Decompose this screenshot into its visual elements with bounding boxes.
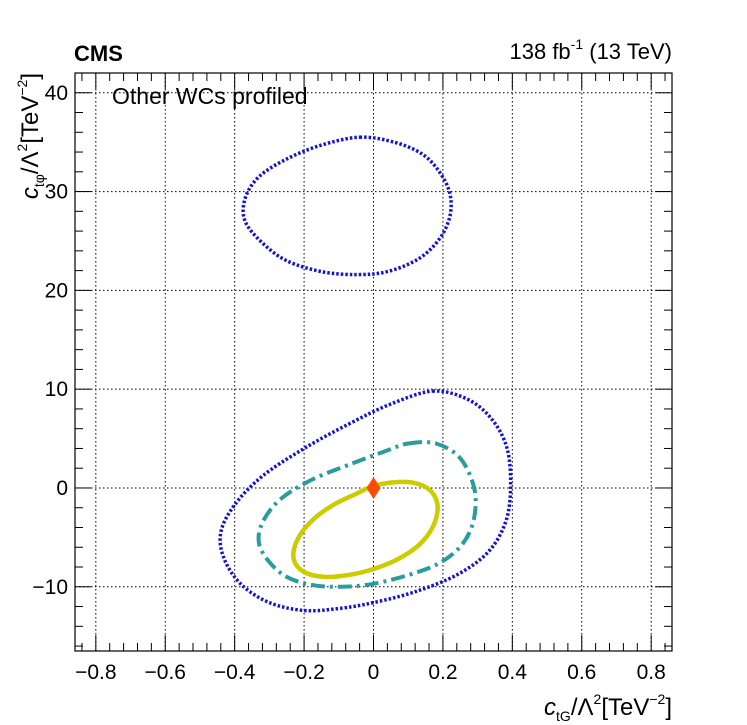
x-tick-label: 0.4 xyxy=(498,661,528,684)
luminosity-label: 138 fb-1 (13 TeV) xyxy=(510,36,673,64)
y-tick-label: 10 xyxy=(45,378,68,401)
experiment-label: CMS xyxy=(74,41,123,66)
luminosity-exponent: -1 xyxy=(571,36,584,52)
energy-label: (13 TeV) xyxy=(589,39,672,64)
axis-tick-labels: −0.8 −0.6 −0.4 −0.2 0 0.2 0.4 0.6 0.8 −10 0 10 20 30 4… xyxy=(32,82,665,684)
x-tick-label: 0.2 xyxy=(428,661,457,684)
y-tick-label: 30 xyxy=(45,181,68,204)
best-fit-layer xyxy=(366,476,381,499)
x-tick-label: −0.4 xyxy=(214,661,256,684)
x-tick-label: 0 xyxy=(368,661,380,684)
x-tick-label: −0.6 xyxy=(145,661,186,684)
profiled-annotation: Other WCs profiled xyxy=(112,83,308,109)
x-tick-label: 0.8 xyxy=(637,661,666,684)
x-tick-label: 0.6 xyxy=(567,661,596,684)
contours xyxy=(218,135,513,613)
y-tick-label: −10 xyxy=(32,576,68,599)
y-tick-label: 0 xyxy=(56,477,68,500)
y-axis-label: ctφ/Λ2[TeV−2] xyxy=(14,73,47,199)
best-fit-marker xyxy=(366,476,381,499)
axis-ticks xyxy=(75,72,672,651)
x-tick-label: −0.8 xyxy=(75,661,116,684)
x-tick-label: −0.2 xyxy=(283,661,324,684)
luminosity-value: 138 fb xyxy=(510,39,571,64)
contour-3 xyxy=(241,135,453,277)
contour-1 xyxy=(256,440,478,589)
x-axis-label: ctG/Λ2[TeV−2] xyxy=(544,691,672,724)
contour-2 xyxy=(218,389,513,613)
y-tick-label: 40 xyxy=(45,82,68,105)
contour-0 xyxy=(291,479,440,580)
y-tick-label: 20 xyxy=(45,279,68,302)
grid xyxy=(75,73,672,651)
